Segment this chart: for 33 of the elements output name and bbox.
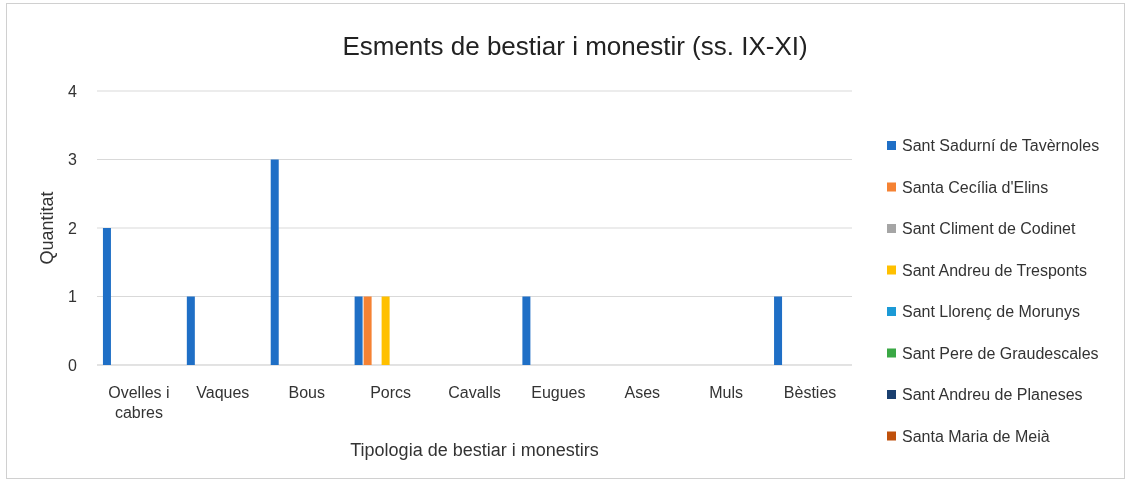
- bar: [522, 296, 531, 365]
- bar: [186, 296, 195, 365]
- bar: [270, 159, 279, 365]
- legend-label: Santa Cecília d'Elins: [902, 178, 1049, 196]
- bar: [381, 296, 390, 365]
- x-axis-title: Tipologia de bestiar i monestirs: [350, 440, 599, 460]
- x-tick-label: Vaques: [196, 384, 250, 401]
- legend-label: Sant Sadurní de Tavèrnoles: [902, 137, 1100, 154]
- chart-title: Esments de bestiar i monestir (ss. IX-XI): [342, 31, 808, 61]
- x-tick-label: Bous: [288, 384, 325, 401]
- legend-label: Santa Maria de Meià: [902, 427, 1050, 445]
- legend-label: Sant Andreu de Tresponts: [902, 261, 1088, 279]
- x-tick-label: Cavalls: [448, 384, 501, 401]
- x-tick-label: Muls: [709, 384, 744, 401]
- x-tick-label: Eugues: [531, 384, 586, 401]
- y-tick-label: 2: [68, 219, 78, 237]
- y-tick-label: 0: [68, 356, 78, 374]
- x-tick-label: Ases: [624, 384, 661, 401]
- y-tick-label: 1: [68, 288, 78, 306]
- x-tick-label: Porcs: [370, 384, 412, 401]
- bar: [774, 296, 783, 365]
- legend-label: Sant Climent de Codinet: [902, 220, 1076, 237]
- bar: [354, 296, 363, 365]
- y-tick-label: 4: [68, 82, 78, 100]
- y-axis-title: Quantitat: [37, 191, 57, 265]
- legend-label: Sant Pere de Graudescales: [902, 344, 1099, 362]
- legend-label: Sant Andreu de Planeses: [902, 386, 1083, 403]
- legend-label: Sant Llorenç de Morunys: [902, 303, 1080, 320]
- x-tick-label: Bèsties: [783, 384, 837, 401]
- bar: [102, 228, 111, 365]
- y-tick-label: 3: [68, 151, 78, 169]
- x-tick-label: Ovelles i cabres: [108, 384, 170, 421]
- bar: [363, 296, 372, 365]
